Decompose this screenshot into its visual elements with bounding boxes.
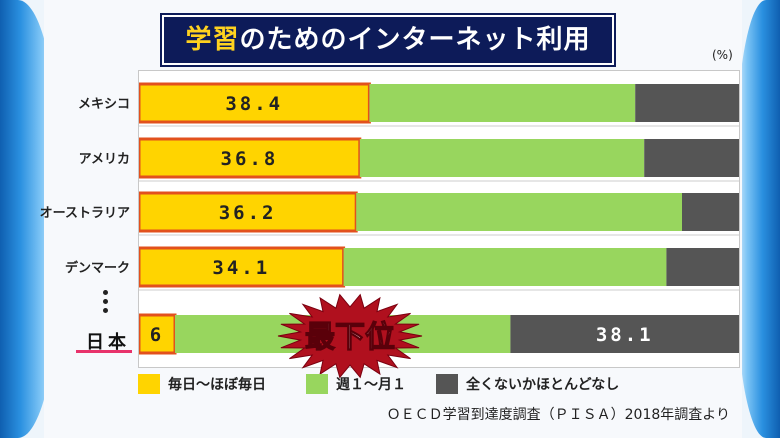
chart-title: 学習のためのインターネット利用: [162, 15, 614, 65]
unit-label: (%): [712, 48, 733, 62]
category-label: オーストラリア: [39, 206, 130, 221]
plot-area: 38.4 36.8 36.2 34.1 6 38.1: [137, 70, 740, 368]
bar-segment: [644, 139, 739, 177]
legend-item: 週１〜月１: [306, 374, 406, 394]
japan-underline: [76, 350, 132, 353]
ellipsis-dots: [103, 290, 109, 317]
right-frame-decoration: [736, 0, 780, 438]
data-label: 36.2: [219, 202, 277, 224]
source-note: ＯＥＣＤ学習到達度調査（ＰＩＳＡ）2018年調査より: [386, 407, 730, 423]
legend-label: 週１〜月１: [336, 377, 406, 393]
title-rest: のためのインターネット利用: [239, 25, 591, 55]
bar-segment: [635, 84, 739, 122]
bar-segment: [137, 82, 371, 124]
legend-item: 全くないかほとんどなし: [436, 374, 619, 394]
legend-label: 全くないかほとんどなし: [466, 377, 620, 393]
bar-segment: [682, 193, 739, 231]
category-label: アメリカ: [78, 152, 130, 167]
data-label: 34.1: [212, 257, 270, 279]
bar-segment: [666, 248, 739, 286]
legend-swatch: [436, 374, 458, 394]
bar-segment: [359, 139, 645, 177]
data-label: 38.1: [596, 324, 654, 346]
bar-segment: [369, 84, 636, 122]
category-label: メキシコ: [77, 97, 130, 112]
row-separator: [139, 125, 739, 127]
legend: 毎日〜ほぼ毎日 週１〜月１ 全くないかほとんどなし: [138, 374, 738, 398]
title-highlight: 学習: [185, 25, 240, 55]
bar-segment: [343, 248, 667, 286]
legend-item: 毎日〜ほぼ毎日: [138, 374, 266, 394]
category-label: 日本: [86, 332, 130, 353]
bar-segment: [137, 313, 177, 355]
bar-segment: [137, 137, 362, 179]
data-label: 6: [150, 324, 164, 346]
bar-segment: [137, 246, 346, 288]
row-separator: [139, 289, 739, 291]
legend-label: 毎日〜ほぼ毎日: [168, 377, 266, 393]
legend-swatch: [138, 374, 160, 394]
data-label: 38.4: [225, 93, 283, 115]
bar-segment: [356, 193, 682, 231]
category-label: デンマーク: [64, 261, 130, 276]
data-label: 36.8: [221, 148, 279, 170]
row-separator: [139, 234, 739, 236]
legend-swatch: [306, 374, 328, 394]
stacked-bar-chart: 38.4 36.8 36.2 34.1 6 38.1: [137, 82, 739, 355]
row-separator: [139, 180, 739, 182]
bar-segment: [175, 315, 511, 353]
bar-segment: [510, 315, 739, 353]
